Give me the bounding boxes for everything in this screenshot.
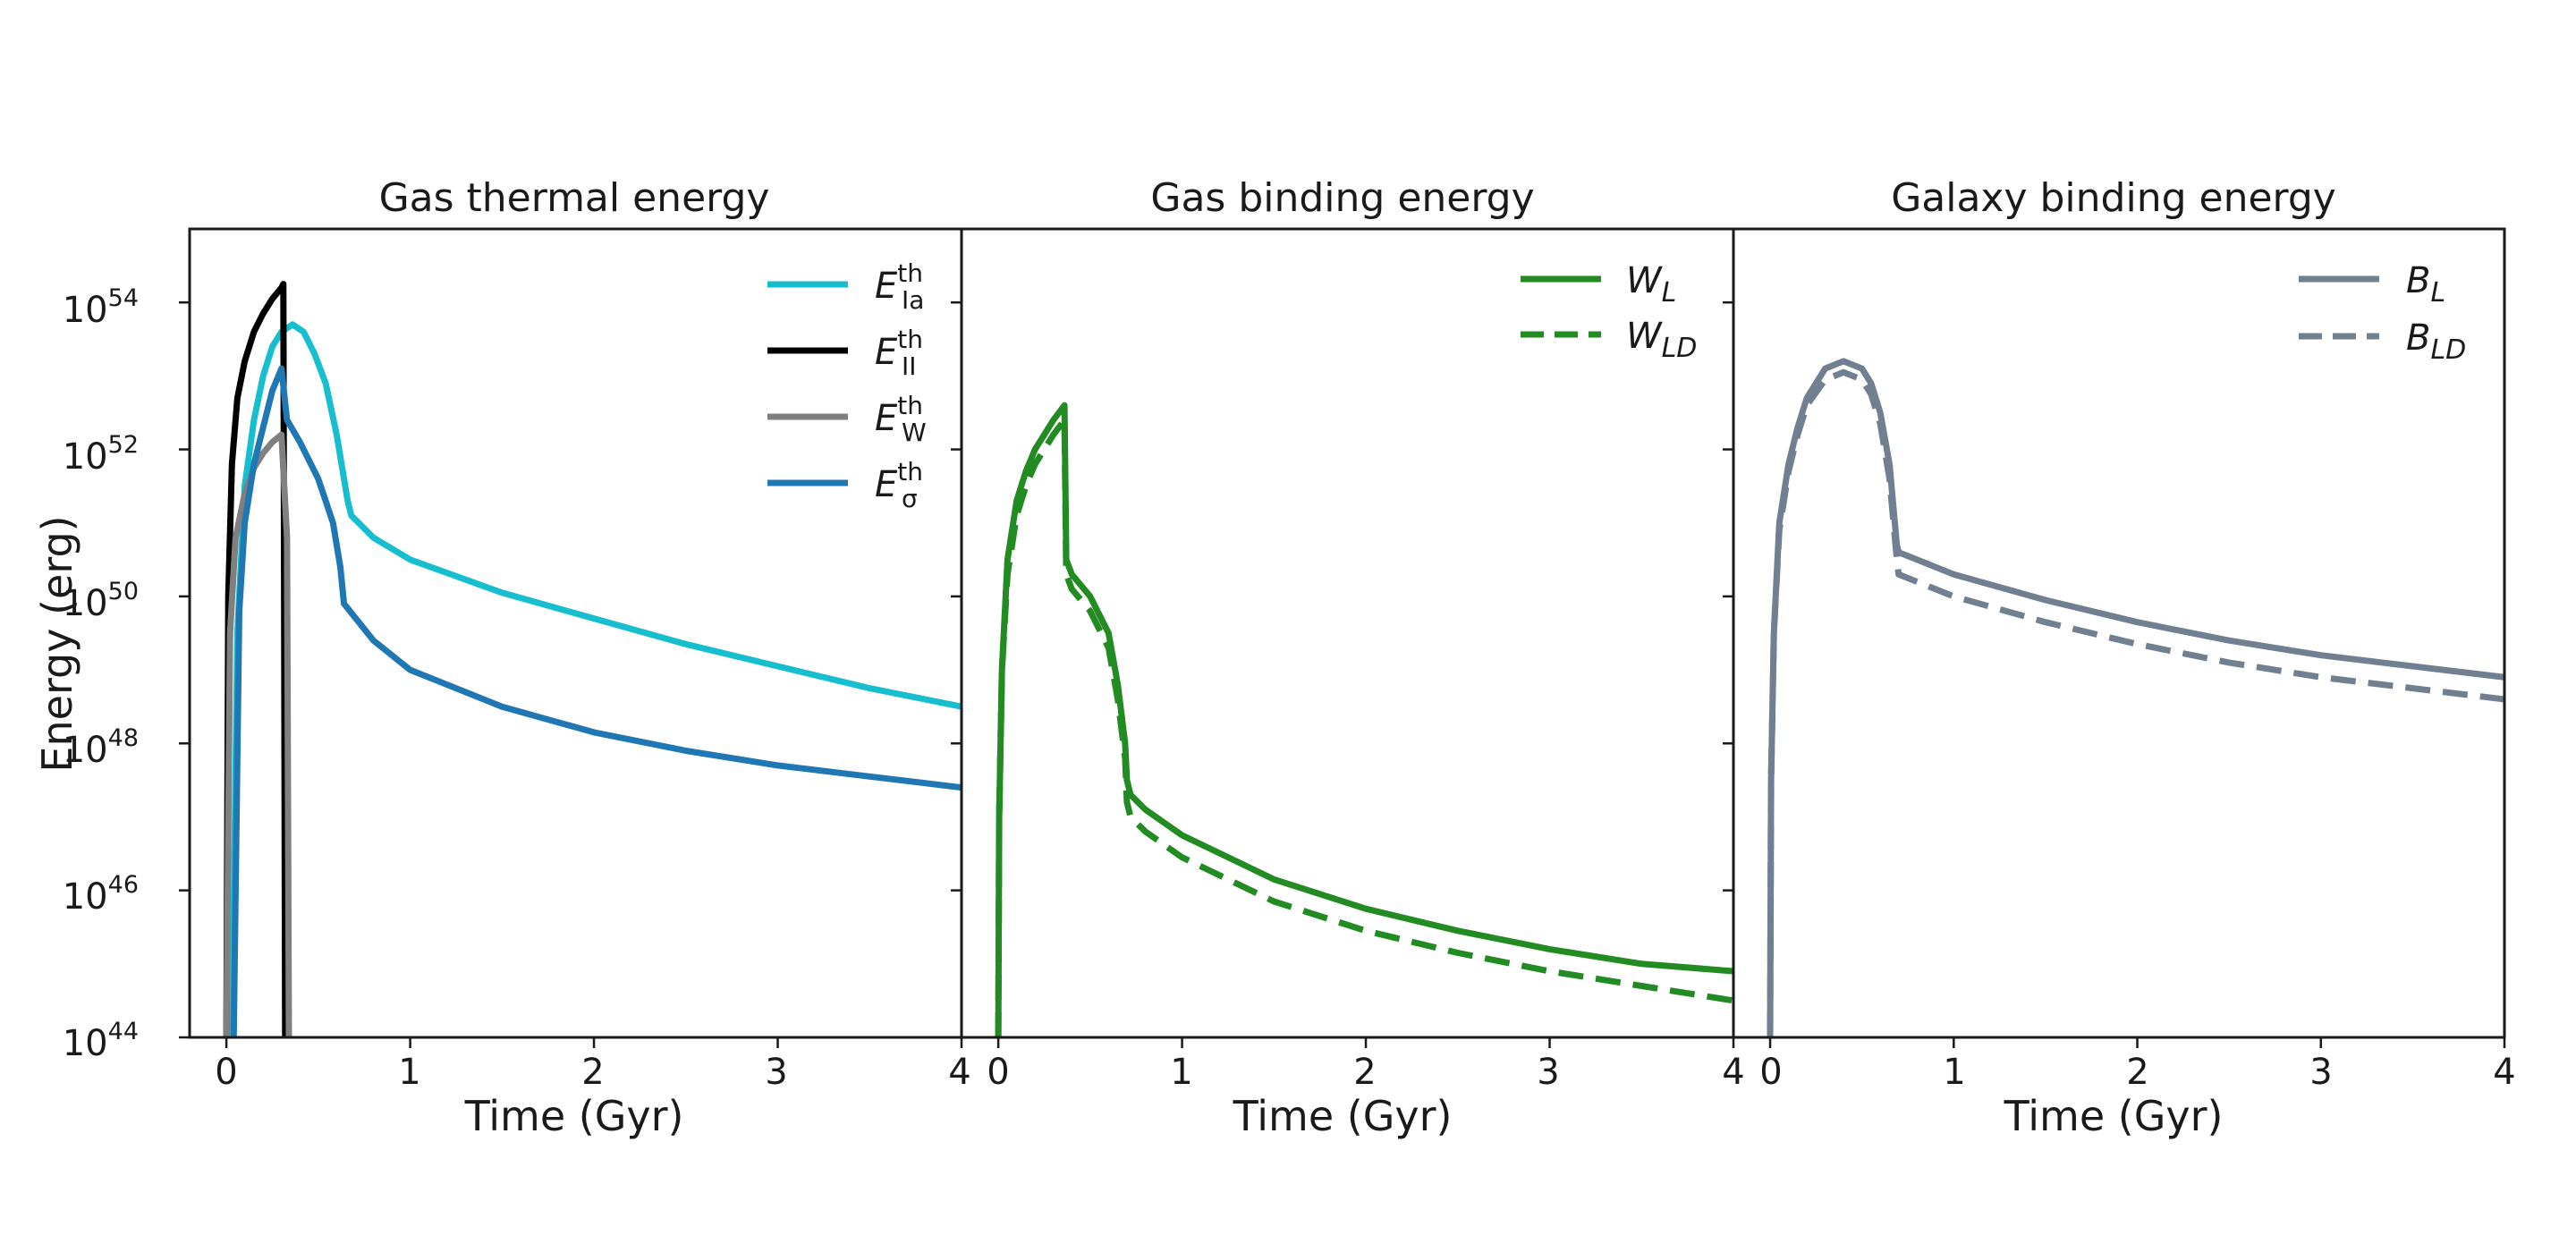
panel-1-x-tick-labels: 0 1 2 3 4	[215, 1052, 970, 1093]
y-tick-exponent: 44	[108, 1018, 139, 1045]
legend-label-w-ld: WLD	[1626, 316, 1697, 364]
legend-base: E	[875, 398, 898, 439]
legend-label-b-ld: BLD	[2406, 317, 2466, 366]
panel-3-x-axis-label: Time (Gyr)	[2004, 1092, 2224, 1140]
legend-sub: L	[2430, 277, 2445, 309]
y-tick-base: 10	[63, 436, 108, 478]
series-line-b-l	[1767, 358, 2504, 1037]
y-tick-exponent: 50	[108, 578, 139, 605]
y-tick-label: 1046	[63, 871, 139, 918]
panel-3-legend: BL BLD	[2299, 260, 2466, 366]
x-tick-label: 2	[581, 1052, 604, 1093]
legend-base: E	[875, 332, 898, 373]
x-tick-label: 1	[398, 1052, 420, 1093]
legend-base: W	[1626, 260, 1663, 301]
y-tick-base: 10	[63, 730, 108, 771]
series-line-e-w-th	[223, 431, 292, 1037]
x-tick-label: 3	[1537, 1052, 1559, 1093]
y-tick-base: 10	[63, 583, 108, 624]
legend-sub: L	[1662, 277, 1677, 309]
y-tick-exponent: 48	[108, 724, 139, 752]
series-line-e-ia-th	[228, 321, 962, 1037]
x-tick-label: 4	[1722, 1052, 1744, 1093]
x-tick-label: 0	[1759, 1052, 1782, 1093]
y-tick-base: 10	[63, 290, 108, 331]
legend-sub: Ia	[902, 285, 924, 315]
y-tick-label: 1044	[63, 1018, 139, 1064]
legend-base: E	[875, 464, 898, 505]
panel-3-series	[1767, 358, 2504, 1037]
legend-label-b-l: BL	[2406, 260, 2445, 309]
series-line-w-l	[995, 402, 1733, 1037]
legend-base: E	[875, 266, 898, 307]
x-tick-label: 2	[1353, 1052, 1376, 1093]
legend-label-e-ia: Eth Ia	[875, 258, 924, 315]
panel-2-x-tick-labels: 0 1 2 3 4	[987, 1052, 1744, 1093]
legend-label-e-sigma: Eth σ	[875, 457, 923, 513]
panel-2-x-axis-label: Time (Gyr)	[1233, 1092, 1453, 1140]
panel-2-legend: WL WLD	[1521, 260, 1697, 364]
panel-2-series	[995, 402, 1733, 1037]
y-tick-exponent: 46	[108, 871, 139, 899]
y-axis-label: Energy (erg)	[33, 515, 81, 772]
y-tick-label: 1050	[63, 578, 139, 624]
panel-1-x-axis-label: Time (Gyr)	[464, 1092, 684, 1140]
legend-label-e-ii: Eth II	[875, 325, 923, 381]
legend-sub: σ	[902, 484, 918, 513]
legend-label-e-w: Eth W	[875, 391, 927, 447]
legend-sup: th	[897, 391, 923, 420]
panel-3-x-tick-labels: 0 1 2 3 4	[1759, 1052, 2515, 1093]
panel-1-frame	[188, 227, 963, 1039]
x-tick-label: 1	[1943, 1052, 1965, 1093]
panel-3-title: Galaxy binding energy	[1891, 175, 2336, 221]
y-tick-label: 1048	[63, 724, 139, 771]
x-tick-label: 4	[948, 1052, 970, 1093]
series-line-b-ld	[1767, 368, 2504, 1037]
y-tick-label: 1052	[63, 431, 139, 478]
panel-2-frame	[960, 227, 1735, 1039]
x-tick-label: 0	[215, 1052, 237, 1093]
panel-2-title: Gas binding energy	[1150, 175, 1534, 221]
series-line-w-ld	[995, 417, 1733, 1037]
x-tick-label: 1	[1170, 1052, 1192, 1093]
legend-sub: LD	[1662, 333, 1698, 364]
panel-2-plot	[951, 227, 1735, 1048]
legend-base: W	[1626, 316, 1663, 357]
y-tick-exponent: 54	[108, 284, 139, 312]
x-tick-label: 3	[2309, 1052, 2332, 1093]
x-tick-label: 4	[2493, 1052, 2515, 1093]
legend-label-w-l: WL	[1626, 260, 1676, 309]
x-tick-label: 3	[765, 1052, 787, 1093]
legend-base: B	[2406, 260, 2430, 301]
panel-1-legend: Eth Ia Eth II Eth W Eth σ	[767, 258, 927, 513]
legend-sup: th	[897, 457, 923, 486]
panel-1-plot	[179, 227, 963, 1048]
legend-sub: II	[902, 351, 917, 381]
x-tick-label: 0	[987, 1052, 1009, 1093]
legend-sub: LD	[2430, 334, 2466, 366]
legend-sup: th	[897, 325, 923, 354]
panel-3-plot	[1723, 227, 2506, 1048]
legend-sup: th	[897, 258, 923, 288]
y-tick-base: 10	[63, 876, 108, 918]
y-tick-base: 10	[63, 1023, 108, 1064]
y-tick-labels: 1044 1046 1048 1050 1052 1054	[63, 284, 139, 1064]
x-tick-label: 2	[2126, 1052, 2148, 1093]
y-tick-exponent: 52	[108, 431, 139, 459]
panel-1-title: Gas thermal energy	[379, 175, 770, 221]
legend-sub: W	[902, 418, 927, 447]
panel-1-series	[223, 281, 962, 1037]
legend-base: B	[2406, 317, 2430, 359]
y-tick-label: 1054	[63, 284, 139, 331]
panel-3-frame	[1732, 227, 2506, 1039]
series-line-e-sigma-th	[230, 365, 962, 1037]
